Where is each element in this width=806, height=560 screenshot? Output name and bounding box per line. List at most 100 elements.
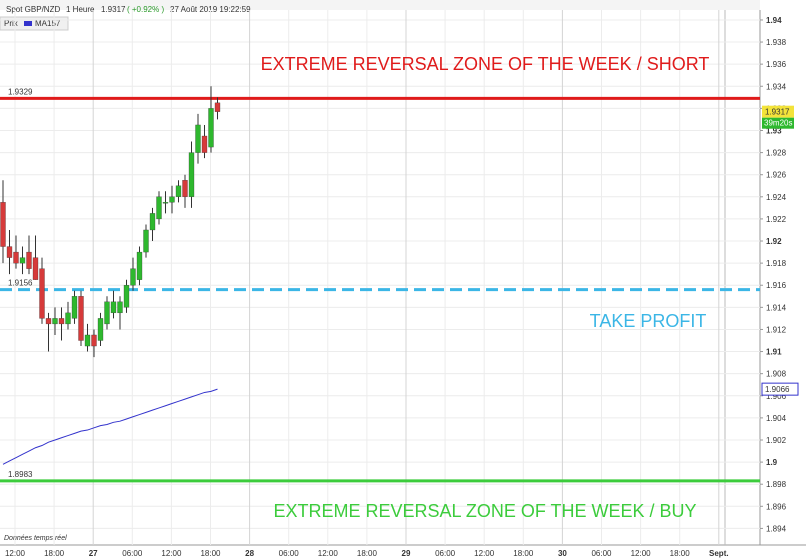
y-tick-label: 1.902 [766,436,787,445]
candle-body [201,135,208,153]
annotation: EXTREME REVERSAL ZONE OF THE WEEK / BUY [273,501,696,521]
candle-body [110,301,117,314]
y-tick-label: 1.934 [766,82,787,91]
candle-body [143,229,149,253]
y-tick-label: 1.918 [766,259,787,268]
candle-body [0,202,6,247]
y-tick-label: 1.928 [766,149,787,158]
y-tick-label: 1.92 [766,237,782,246]
candle-body [182,180,188,197]
y-tick-label: 1.916 [766,281,787,290]
x-tick-label: 18:00 [200,549,221,558]
x-tick-label: 12:00 [631,549,652,558]
footer: Données temps réel [4,535,67,542]
x-tick-label: 18:00 [513,549,534,558]
x-tick-label: 18:00 [670,549,691,558]
change: ( +0.92% ) [127,5,164,14]
y-tick-label: 1.93 [766,126,782,135]
candle-body [104,301,110,325]
y-tick-label: 1.91 [766,348,782,357]
candle-body [123,285,130,308]
y-tick-label: 1.908 [766,370,787,379]
header-bar [0,0,760,10]
price-tag [762,105,794,118]
candle-body [19,257,26,264]
level-label: 1.9156 [8,279,33,288]
interval: 1 Heure [66,5,95,14]
y-tick-label: 1.9 [766,458,778,467]
x-tick-label: 06:00 [591,549,612,558]
countdown-tag [762,117,794,129]
candle-body [52,318,58,325]
y-tick-label: 1.924 [766,193,787,202]
x-tick-label: 06:00 [279,549,300,558]
y-tick-label: 1.904 [766,414,787,423]
candle-body [195,124,201,153]
countdown: 39m20s [764,119,792,128]
y-tick-label: 1.936 [766,60,787,69]
y-tick-label: 1.922 [766,215,787,224]
level-label: 1.8983 [8,470,33,479]
price-tag-label: 1.9317 [765,108,790,117]
x-tick-label: 18:00 [44,549,65,558]
annotation: TAKE PROFIT [590,311,707,331]
y-tick-label: 1.912 [766,325,787,334]
candle-body [39,268,45,319]
candle-body [162,202,169,204]
x-tick-label: 12:00 [474,549,495,558]
candle-body [169,196,175,203]
candle-body [6,246,13,258]
legend-price: Prix [4,19,18,28]
y-tick-label: 1.938 [766,38,787,47]
y-tick-label: 1.898 [766,480,787,489]
candle-body [91,334,97,347]
candle-body [97,318,104,341]
x-tick-label: 12:00 [5,549,26,558]
x-tick-label: 12:00 [318,549,339,558]
candle-body [149,213,156,231]
x-tick-label: 06:00 [435,549,456,558]
x-tick-label: 06:00 [122,549,143,558]
candle-body [136,251,143,280]
legend-swatch [24,21,32,26]
y-tick-label: 1.94 [766,16,782,25]
y-tick-label: 1.896 [766,502,787,511]
candle-body [58,318,65,325]
candle-body [45,318,52,325]
candle-body [13,251,19,264]
candle-body [65,312,71,325]
y-tick-label: 1.906 [766,392,787,401]
price-tag-label: 1.9066 [765,385,790,394]
annotation: EXTREME REVERSAL ZONE OF THE WEEK / SHOR… [261,54,710,74]
x-tick-label: 27 [89,549,98,558]
y-tick-label: 1.926 [766,171,787,180]
x-tick-label: Sept. [709,549,729,558]
grid [0,10,760,545]
legend-ma: MA157 [35,19,61,28]
level-label: 1.9329 [8,87,33,96]
x-tick-label: 29 [402,549,411,558]
candle-body [117,301,123,314]
last-price: 1.9317 [101,5,126,14]
candle-body [78,296,84,341]
candle-body [26,251,32,269]
y-tick-label: 1.894 [766,524,787,533]
datetime: 27 Août 2019 19:22:59 [170,5,251,14]
candle-body [214,102,221,112]
candle-body [175,185,182,197]
candle-body [208,108,214,148]
x-tick-label: 18:00 [357,549,378,558]
candle-body [156,196,162,220]
candle-body [188,152,195,197]
ma-line [2,388,218,465]
candle-body [32,257,39,280]
candle-body [71,296,78,319]
y-tick-label: 1.914 [766,303,787,312]
candle-body [84,334,91,347]
x-tick-label: 12:00 [161,549,182,558]
x-tick-label: 28 [245,549,254,558]
x-tick-label: 30 [558,549,567,558]
instrument: Spot GBP/NZD [6,5,60,14]
